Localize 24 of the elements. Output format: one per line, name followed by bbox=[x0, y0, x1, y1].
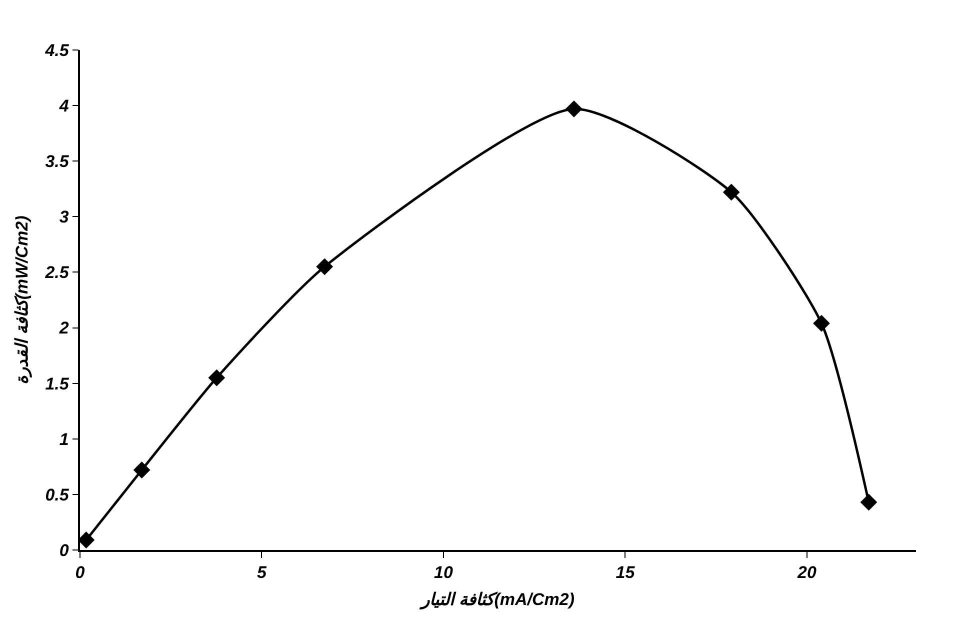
y-tick-label: 0 bbox=[59, 540, 70, 560]
y-tick-label: 4 bbox=[58, 96, 70, 116]
point bbox=[860, 494, 878, 511]
y-tick-label: 1.5 bbox=[45, 374, 70, 394]
x-tick-label: 0 bbox=[75, 563, 86, 582]
point bbox=[813, 314, 830, 332]
x-tick-label: 20 bbox=[796, 563, 817, 582]
y-tick-label: 2.5 bbox=[44, 263, 70, 282]
point bbox=[133, 462, 150, 478]
y-tick-label: 3 bbox=[59, 208, 70, 227]
y-tick-label: 3.5 bbox=[45, 152, 70, 172]
y-tick-label: 1 bbox=[59, 430, 69, 449]
point bbox=[208, 369, 226, 386]
y-tick-label: 4.5 bbox=[44, 40, 70, 60]
x-tick-label: 15 bbox=[616, 563, 636, 582]
y-tick-label: 0.5 bbox=[45, 485, 70, 504]
y-axis-title: كثافة القدرة(mW/Cm2) bbox=[12, 215, 32, 384]
y-tick-label: 2 bbox=[58, 318, 70, 338]
x-tick-label: 10 bbox=[434, 563, 454, 582]
point bbox=[316, 258, 334, 276]
point bbox=[722, 184, 740, 201]
x-tick-label: 5 bbox=[257, 563, 268, 582]
x-axis-title: كثافة التيار(mA/Cm2) bbox=[418, 590, 575, 610]
point bbox=[566, 100, 582, 118]
